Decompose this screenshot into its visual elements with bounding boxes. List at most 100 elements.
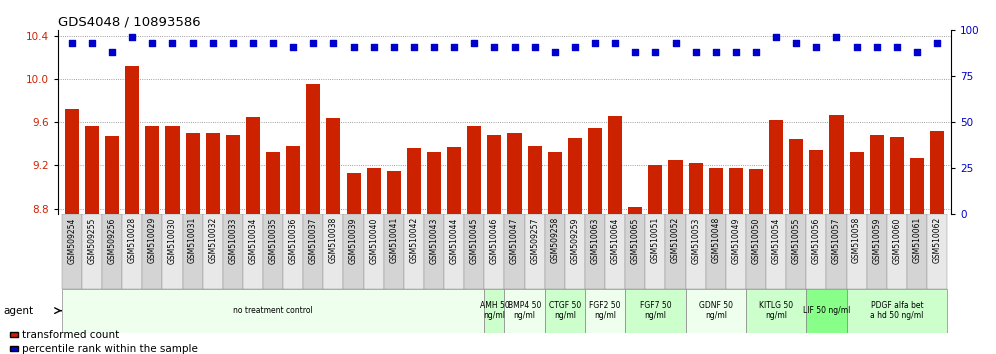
Bar <box>850 153 864 214</box>
Bar <box>484 289 504 333</box>
Point <box>608 40 623 46</box>
Point <box>869 44 884 50</box>
Text: GSM510050: GSM510050 <box>752 217 761 263</box>
Bar <box>205 133 220 214</box>
Text: LIF 50 ng/ml: LIF 50 ng/ml <box>803 306 851 315</box>
Point <box>486 44 502 50</box>
Text: GSM510048: GSM510048 <box>711 217 720 263</box>
Text: GSM510055: GSM510055 <box>792 217 801 263</box>
Text: GSM510054: GSM510054 <box>772 217 781 263</box>
Bar <box>726 214 746 289</box>
Bar <box>565 214 585 289</box>
Bar <box>709 167 723 214</box>
Point <box>748 49 764 55</box>
Text: GSM510059: GSM510059 <box>872 217 881 263</box>
Point <box>426 44 442 50</box>
Bar <box>102 214 123 289</box>
Text: GSM510030: GSM510030 <box>168 217 177 263</box>
Point <box>527 44 543 50</box>
Bar <box>266 153 280 214</box>
Bar <box>65 109 79 214</box>
Bar <box>226 135 240 214</box>
Bar <box>746 289 807 333</box>
Bar <box>467 126 481 214</box>
Point <box>205 40 221 46</box>
Bar <box>685 214 706 289</box>
Text: percentile rank within the sample: percentile rank within the sample <box>22 344 198 354</box>
Bar <box>648 165 662 214</box>
Bar <box>645 214 665 289</box>
Bar <box>545 214 565 289</box>
Bar <box>504 214 525 289</box>
Bar <box>444 214 464 289</box>
Bar <box>62 214 82 289</box>
Bar <box>807 289 847 333</box>
Text: GSM510060: GSM510060 <box>892 217 901 263</box>
Text: transformed count: transformed count <box>22 330 120 339</box>
Text: GSM510036: GSM510036 <box>289 217 298 263</box>
Bar <box>145 126 159 214</box>
Text: KITLG 50
ng/ml: KITLG 50 ng/ml <box>759 301 793 320</box>
Bar <box>827 214 847 289</box>
Bar <box>769 120 783 214</box>
Point <box>788 40 804 46</box>
Point <box>849 44 865 50</box>
Text: GSM510049: GSM510049 <box>731 217 740 263</box>
Bar <box>528 146 542 214</box>
Bar <box>424 214 444 289</box>
Bar <box>568 138 582 214</box>
Text: GSM510031: GSM510031 <box>188 217 197 263</box>
Bar <box>125 66 139 214</box>
Point <box>708 49 724 55</box>
Bar <box>504 289 545 333</box>
Point <box>285 44 301 50</box>
Bar <box>766 214 786 289</box>
Text: GSM510053: GSM510053 <box>691 217 700 263</box>
Bar <box>585 214 606 289</box>
Text: GSM510038: GSM510038 <box>329 217 338 263</box>
Point <box>164 40 180 46</box>
Point <box>124 35 140 40</box>
Bar <box>283 214 303 289</box>
Point <box>466 40 482 46</box>
Bar <box>927 214 947 289</box>
Text: no treatment control: no treatment control <box>233 306 313 315</box>
Point <box>225 40 241 46</box>
Text: GSM510061: GSM510061 <box>912 217 921 263</box>
Bar <box>588 127 602 214</box>
Bar <box>907 214 927 289</box>
Point <box>265 40 281 46</box>
Text: BMP4 50
ng/ml: BMP4 50 ng/ml <box>508 301 541 320</box>
Bar <box>706 214 726 289</box>
Text: GSM510037: GSM510037 <box>309 217 318 263</box>
Bar <box>303 214 324 289</box>
Point <box>829 35 845 40</box>
Bar <box>367 167 380 214</box>
Point <box>306 40 322 46</box>
Text: GSM510044: GSM510044 <box>449 217 459 263</box>
Bar <box>688 163 702 214</box>
Point <box>346 44 362 50</box>
Text: agent: agent <box>3 306 33 316</box>
Bar <box>548 153 562 214</box>
Text: GSM510032: GSM510032 <box>208 217 217 263</box>
Bar <box>407 148 421 214</box>
Bar <box>807 214 827 289</box>
Text: GSM510041: GSM510041 <box>389 217 398 263</box>
Bar <box>609 116 622 214</box>
Bar <box>447 147 461 214</box>
Bar <box>123 214 142 289</box>
Text: CTGF 50
ng/ml: CTGF 50 ng/ml <box>549 301 581 320</box>
Bar <box>243 214 263 289</box>
Bar <box>867 214 886 289</box>
Text: GDS4048 / 10893586: GDS4048 / 10893586 <box>58 16 200 29</box>
Point <box>144 40 160 46</box>
Point <box>245 40 261 46</box>
Bar <box>82 214 102 289</box>
Text: GSM510035: GSM510035 <box>269 217 278 263</box>
Text: GSM510062: GSM510062 <box>932 217 941 263</box>
Text: GSM509256: GSM509256 <box>108 217 117 263</box>
Bar <box>870 135 883 214</box>
Bar <box>246 117 260 214</box>
Bar <box>625 214 645 289</box>
